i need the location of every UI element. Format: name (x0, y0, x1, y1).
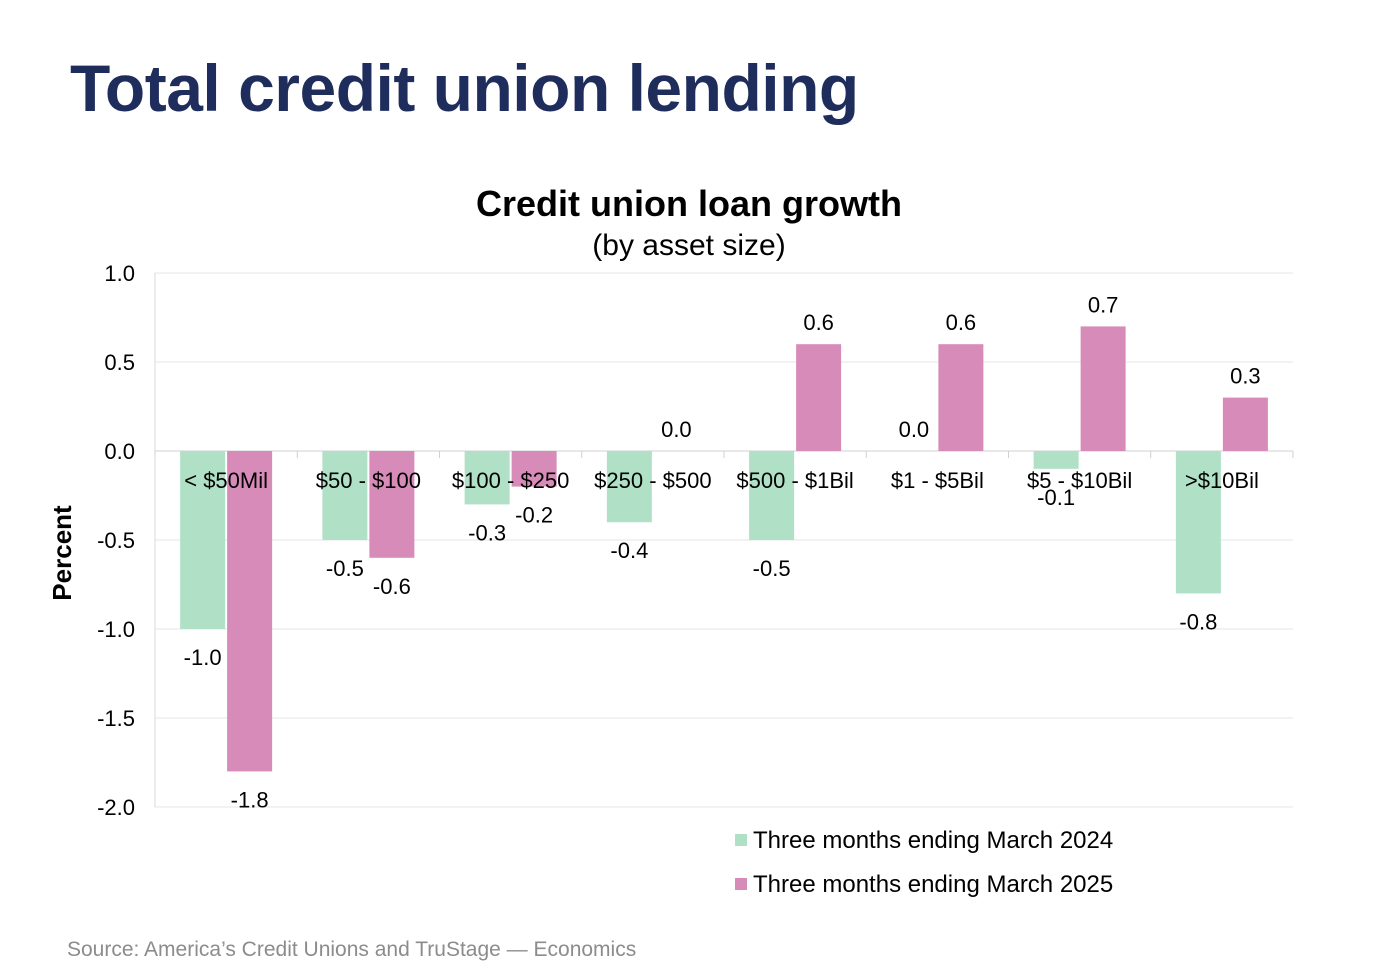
y-tick-label: 0.5 (104, 350, 135, 375)
category-label: $5 - $10Bil (1027, 468, 1132, 493)
category-label: $250 - $500 (594, 468, 711, 493)
category-label: $500 - $1Bil (736, 468, 853, 493)
bar-2024 (1175, 451, 1221, 594)
bar-2024 (1033, 451, 1079, 469)
bars (180, 326, 1268, 772)
data-label: 0.7 (1088, 292, 1119, 317)
data-label: 0.6 (803, 310, 834, 335)
data-label: -0.1 (1037, 485, 1075, 510)
data-label: -0.8 (1179, 609, 1217, 634)
bar-2025 (796, 344, 842, 451)
chart-title: Credit union loan growth (476, 183, 902, 224)
category-label: < $50Mil (184, 468, 268, 493)
data-label: 0.6 (946, 310, 977, 335)
data-label: -0.2 (515, 503, 553, 528)
data-label: -0.4 (610, 538, 648, 563)
category-label: $100 - $250 (452, 468, 569, 493)
y-tick-label: 0.0 (104, 439, 135, 464)
bar-2025 (1222, 397, 1268, 451)
y-tick-label: -1.0 (97, 617, 135, 642)
y-tick-label: -0.5 (97, 528, 135, 553)
bar-2025 (1080, 326, 1126, 451)
bar-2025 (369, 451, 415, 558)
data-label: -0.6 (373, 574, 411, 599)
data-label: 0.0 (899, 417, 930, 442)
bar-2024 (180, 451, 226, 629)
legend: Three months ending March 2024 Three mont… (735, 827, 1113, 898)
legend-swatch (735, 878, 747, 890)
bar-2024 (749, 451, 795, 540)
bar-2024 (464, 451, 510, 505)
bar-2024 (606, 451, 652, 523)
data-label: 0.3 (1230, 364, 1261, 389)
category-label: $1 - $5Bil (891, 468, 984, 493)
legend-swatch (735, 834, 747, 846)
data-label: -0.5 (326, 556, 364, 581)
source-note: Source: America’s Credit Unions and TruS… (67, 938, 637, 961)
labels: 1.0 0.5 0.0 -0.5 -1.0 -1.5 -2.0 -1.0 -1.8 < $50Mi… (97, 261, 1261, 820)
data-label: -1.8 (231, 787, 269, 812)
y-axis-label: Percent (47, 505, 77, 601)
category-label: >$10Bil (1185, 468, 1259, 493)
category-label: $50 - $100 (316, 468, 421, 493)
y-tick-label: 1.0 (104, 261, 135, 286)
data-label: -1.0 (184, 645, 222, 670)
loan-growth-chart: Credit union loan growth (by asset size)… (47, 183, 1294, 898)
data-label: 0.0 (661, 417, 692, 442)
y-tick-label: -2.0 (97, 795, 135, 820)
bar-2025 (511, 451, 557, 487)
bar-2025 (938, 344, 984, 451)
slide-title: Total credit union lending (70, 51, 859, 125)
y-tick-label: -1.5 (97, 706, 135, 731)
legend-label: Three months ending March 2025 (753, 871, 1113, 898)
data-label: -0.5 (753, 556, 791, 581)
bar-2024 (322, 451, 368, 540)
chart-subtitle: (by asset size) (592, 229, 785, 262)
legend-label: Three months ending March 2024 (753, 827, 1113, 854)
bar-2025 (227, 451, 273, 772)
data-label: -0.3 (468, 520, 506, 545)
